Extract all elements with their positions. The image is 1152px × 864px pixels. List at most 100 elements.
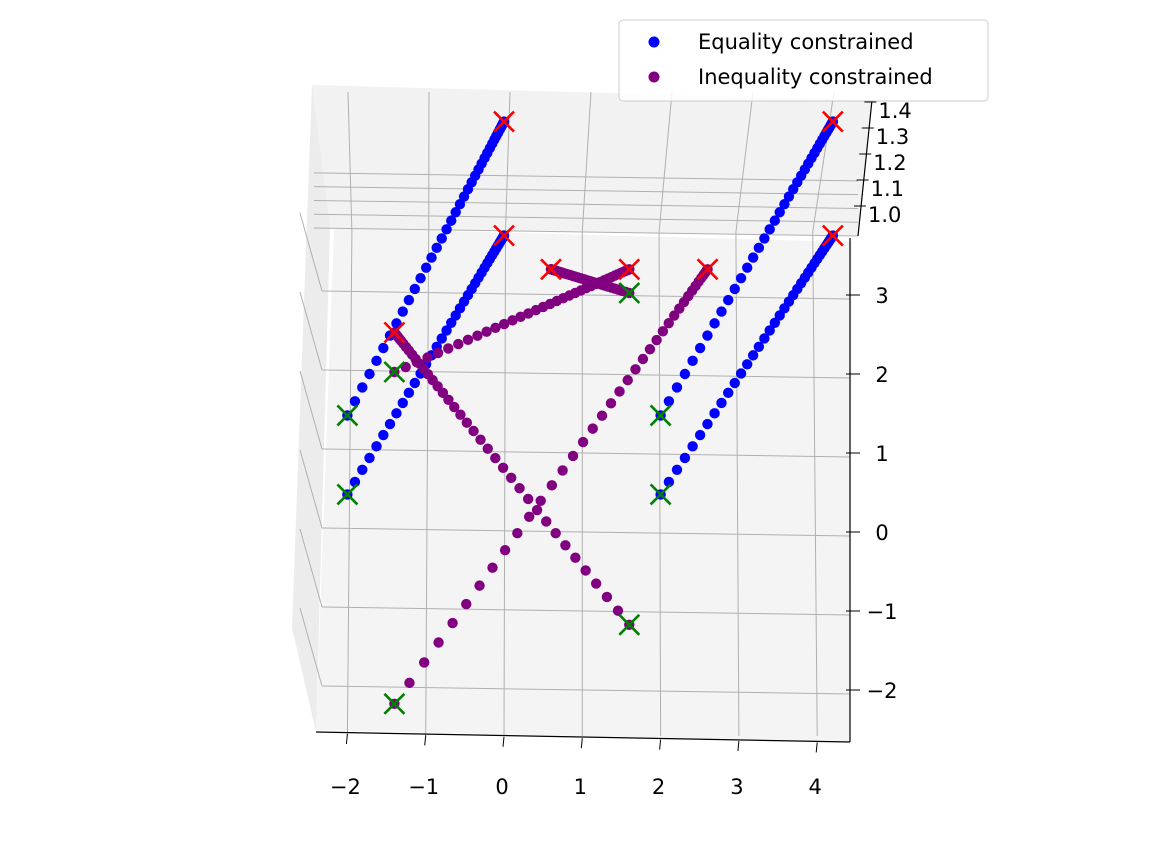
grid-line-y [321, 448, 851, 458]
end-marker [493, 224, 515, 247]
data-point [735, 272, 747, 284]
data-point [747, 350, 759, 361]
data-point [769, 215, 781, 226]
data-point [364, 368, 375, 380]
data-point [663, 317, 674, 329]
data-point [426, 252, 437, 263]
data-point [531, 504, 543, 516]
x-tick-mark [815, 742, 818, 753]
data-points [342, 116, 839, 709]
data-point [679, 368, 691, 380]
data-point [461, 417, 473, 428]
grid-line-x-back [347, 91, 353, 233]
data-point [482, 443, 493, 454]
data-point [709, 408, 720, 419]
end-marker [493, 110, 515, 133]
x-tick-label: −1 [408, 775, 439, 799]
data-point [605, 398, 617, 409]
data-point [404, 677, 415, 689]
z-axis-line [857, 99, 873, 237]
x-tick-label: 3 [730, 775, 743, 799]
data-point [512, 528, 523, 539]
y-tick-label: −2 [867, 679, 898, 703]
floor-pane [316, 228, 852, 742]
data-point [409, 377, 421, 389]
end-marker [821, 224, 844, 247]
z-tick-label: 1.1 [871, 177, 904, 201]
data-point [637, 353, 649, 365]
x-tick-label: 0 [495, 775, 508, 799]
data-point [671, 382, 683, 393]
data-point [577, 436, 589, 448]
tick-labels: −2 −1 0 1 2 3 4 −2 −1 0 1 2 3 1.01.11.21.31.4 [330, 99, 912, 799]
legend-swatch [648, 36, 660, 48]
start-marker [336, 483, 359, 506]
data-point [601, 591, 613, 603]
grid-line-y-side [299, 370, 323, 450]
data-point [397, 306, 408, 317]
y-tick-label: 2 [875, 363, 888, 387]
data-point [515, 311, 526, 323]
legend-swatch [648, 71, 660, 83]
data-point [432, 347, 444, 359]
x-axis-line [315, 731, 851, 743]
data-point [499, 545, 511, 556]
data-point [431, 242, 442, 254]
data-point [735, 368, 747, 379]
data-point [560, 540, 571, 551]
data-point [723, 294, 734, 306]
grid-line-y-side [299, 291, 323, 371]
z-tick-label: 1.2 [873, 151, 906, 175]
grid-line-y-side [299, 607, 323, 687]
data-point [580, 565, 591, 576]
data-point [397, 397, 408, 409]
data-point [546, 480, 558, 491]
legend-box [618, 19, 989, 102]
data-point [436, 233, 447, 244]
data-point [716, 397, 727, 409]
data-point [663, 396, 675, 407]
data-point [371, 355, 382, 367]
data-point [420, 262, 432, 273]
data-point [764, 224, 775, 235]
data-point [364, 452, 375, 464]
data-point [433, 637, 444, 648]
grid-line-x [425, 231, 430, 737]
data-point [687, 441, 698, 452]
grid-line-x-back [658, 91, 673, 233]
grid-line-x [735, 231, 740, 737]
data-point [490, 452, 501, 464]
data-point [723, 387, 734, 399]
data-point [709, 318, 720, 329]
data-point [622, 374, 633, 386]
data-point [507, 315, 518, 326]
data-point [514, 483, 525, 494]
z-tick-label: 1.4 [878, 99, 911, 123]
legend-label: Equality constrained [698, 30, 914, 54]
legend: Equality constrained Inequality constrain… [618, 19, 989, 102]
start-marker [649, 483, 672, 506]
data-point [694, 342, 706, 354]
end-marker [696, 258, 719, 281]
data-point [535, 495, 546, 507]
data-point [505, 472, 517, 484]
data-point [475, 434, 486, 445]
grid-line-x [503, 231, 506, 737]
grid-line-y [321, 606, 851, 616]
data-point [454, 199, 466, 210]
data-point [522, 493, 534, 505]
data-point [462, 334, 474, 346]
data-point [409, 283, 421, 295]
data-point [550, 528, 561, 539]
grid-line-x-back [581, 91, 592, 233]
data-point [614, 386, 625, 397]
data-point [742, 359, 753, 370]
end-marker [618, 258, 641, 281]
data-point [587, 423, 598, 434]
grid-line-y-side [299, 528, 323, 608]
data-point [596, 410, 608, 421]
data-point [349, 396, 361, 407]
y-tick-label: 0 [875, 521, 888, 545]
data-point [378, 342, 389, 354]
data-point [497, 462, 509, 473]
